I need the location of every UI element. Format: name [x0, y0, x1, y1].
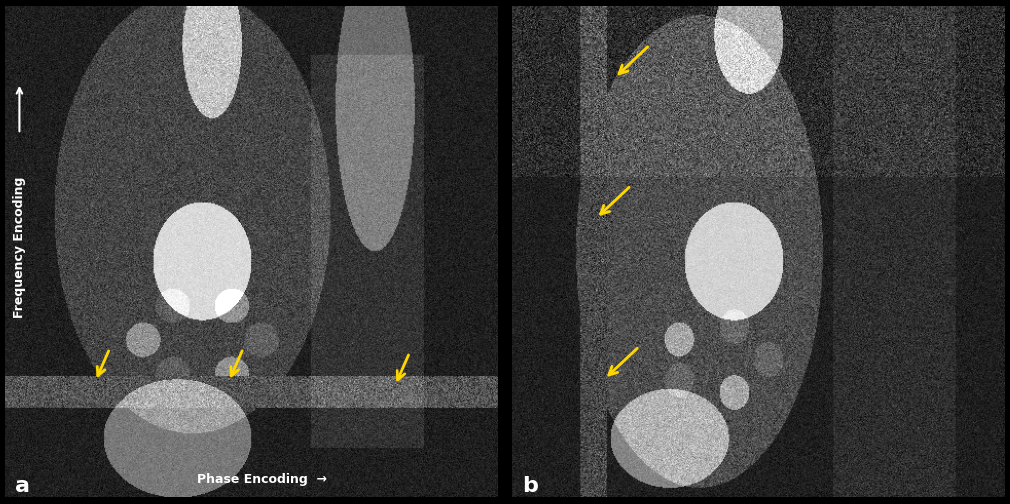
Text: Frequency Encoding: Frequency Encoding: [13, 176, 26, 318]
Text: a: a: [15, 476, 30, 495]
Text: b: b: [522, 476, 538, 495]
Text: Phase Encoding  →: Phase Encoding →: [197, 473, 327, 486]
